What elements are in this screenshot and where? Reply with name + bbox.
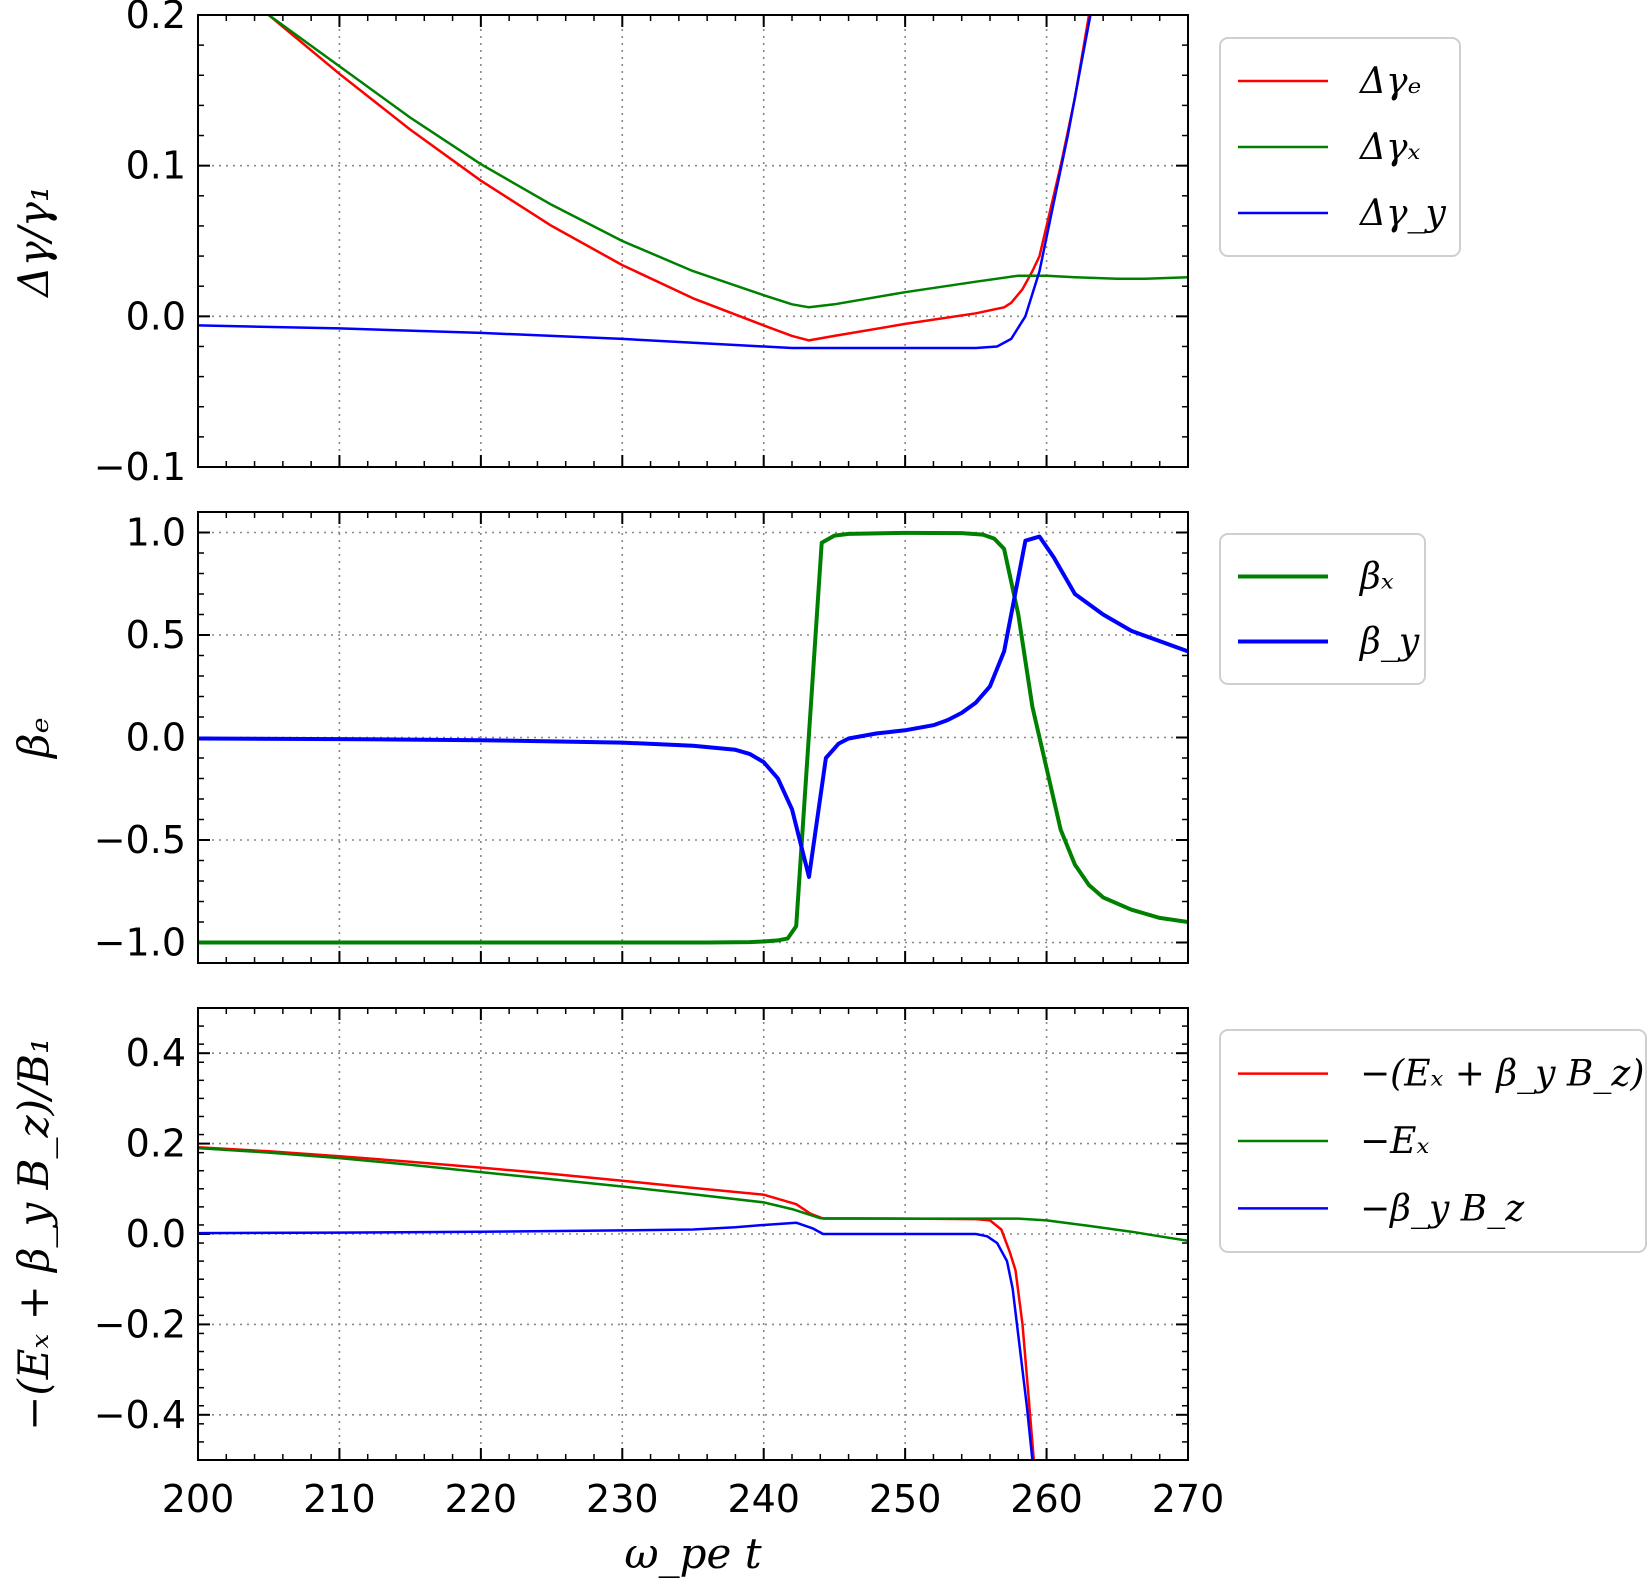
y-tick-label: −0.1 (94, 445, 186, 489)
y-tick-label: −0.5 (94, 818, 186, 862)
legend-label: −(Eₓ + β_y B_z) (1360, 1054, 1644, 1095)
series-line-0 (266, 15, 1091, 342)
legend-box (1219, 1029, 1647, 1253)
series-line-0 (198, 530, 1188, 945)
legend-label: −β_y B_z (1360, 1188, 1525, 1229)
legend: βₓ β_y (1219, 533, 1426, 685)
x-tick-label: 240 (727, 1477, 800, 1521)
y-tick-label: 0.5 (126, 613, 186, 657)
x-tick-label: 220 (445, 1477, 518, 1521)
y-tick-label: −1.0 (94, 921, 186, 965)
x-tick-label: 260 (1010, 1477, 1083, 1521)
y-tick-label: 1.0 (126, 511, 186, 555)
y-axis-label: βₑ (9, 717, 58, 760)
series-line-1 (198, 534, 1188, 879)
legend-box (1219, 533, 1426, 685)
y-axis-label: −(Eₓ + β_y B_z)/B₁ (9, 1037, 58, 1431)
legend-label: −Eₓ (1360, 1121, 1429, 1162)
legend-label: Δγ_y (1358, 193, 1447, 234)
axes-frame (197, 14, 1189, 468)
axes-frame (197, 1007, 1189, 1461)
x-tick-label: 200 (162, 1477, 235, 1521)
y-tick-label: −0.4 (94, 1393, 186, 1437)
axes-frame (197, 511, 1189, 964)
x-tick-label: 250 (869, 1477, 942, 1521)
y-tick-label: 0.4 (126, 1031, 186, 1075)
y-tick-label: 0.0 (126, 1212, 186, 1256)
y-tick-label: 0.2 (126, 0, 186, 37)
x-tick-label: 270 (1152, 1477, 1225, 1521)
legend-label: β_y (1358, 622, 1420, 663)
series-line-1 (198, 1146, 1188, 1243)
series-line-2 (198, 1221, 1034, 1460)
panel-field: −0.4 −0.2 0.0 0.2 0.4 200 210 220 230 240 250 260 27… (9, 1007, 1647, 1578)
series-line-2 (198, 15, 1092, 350)
legend-label: βₓ (1358, 557, 1394, 598)
y-tick-label: 0.2 (126, 1122, 186, 1166)
legend-box (1219, 37, 1461, 257)
y-tick-label: 0.0 (126, 716, 186, 760)
legend-label: Δγₑ (1358, 61, 1421, 102)
legend-label: Δγₓ (1358, 127, 1421, 168)
y-tick-label: 0.1 (126, 144, 186, 188)
x-tick-label: 230 (586, 1477, 659, 1521)
x-axis-label: ω_pe t (624, 1529, 761, 1578)
series-line-0 (198, 1145, 1036, 1460)
x-tick-label: 210 (303, 1477, 376, 1521)
legend: −(Eₓ + β_y B_z) −Eₓ −β_y B_z (1219, 1029, 1647, 1253)
series-line-1 (266, 15, 1188, 309)
panel-beta: −1.0 −0.5 0.0 0.5 1.0 βₑ βₓ β_y (9, 511, 1426, 965)
y-axis-label: Δγ/γ₁ (9, 185, 58, 299)
y-tick-label: 0.0 (126, 294, 186, 338)
y-tick-label: −0.2 (94, 1302, 186, 1346)
panel-delta-gamma: −0.1 0.0 0.1 0.2 Δγ/γ₁ Δγₑ Δγₓ Δγ_y (9, 0, 1461, 489)
legend: Δγₑ Δγₓ Δγ_y (1219, 37, 1461, 257)
